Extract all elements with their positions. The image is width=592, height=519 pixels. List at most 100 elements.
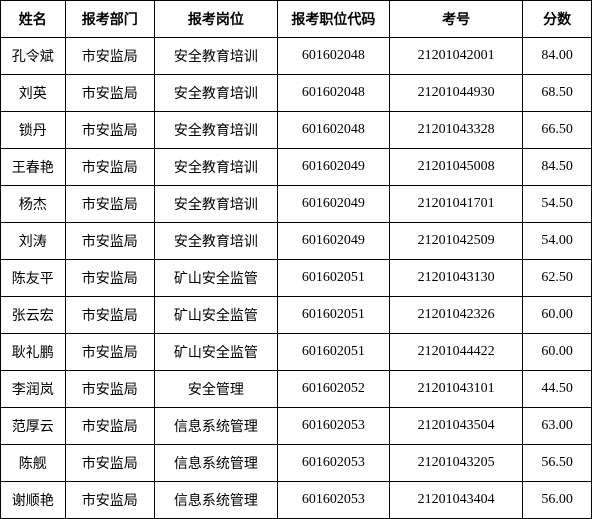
cell-pos: 安全教育培训 <box>154 75 277 112</box>
cell-name: 刘涛 <box>1 223 66 260</box>
col-header-pos: 报考岗位 <box>154 1 277 38</box>
cell-score: 68.50 <box>523 75 592 112</box>
cell-score: 56.00 <box>523 482 592 519</box>
cell-code: 601602051 <box>277 334 389 371</box>
cell-score: 84.50 <box>523 149 592 186</box>
cell-exam: 21201042001 <box>390 38 523 75</box>
cell-dept: 市安监局 <box>65 186 154 223</box>
cell-name: 耿礼鹏 <box>1 334 66 371</box>
table-header-row: 姓名 报考部门 报考岗位 报考职位代码 考号 分数 <box>1 1 592 38</box>
cell-code: 601602049 <box>277 186 389 223</box>
cell-exam: 21201043404 <box>390 482 523 519</box>
cell-pos: 信息系统管理 <box>154 445 277 482</box>
cell-dept: 市安监局 <box>65 38 154 75</box>
cell-name: 李润岚 <box>1 371 66 408</box>
cell-name: 范厚云 <box>1 408 66 445</box>
cell-dept: 市安监局 <box>65 482 154 519</box>
cell-code: 601602048 <box>277 38 389 75</box>
table-row: 谢顺艳市安监局信息系统管理6016020532120104340456.00 <box>1 482 592 519</box>
cell-name: 杨杰 <box>1 186 66 223</box>
cell-score: 60.00 <box>523 297 592 334</box>
cell-pos: 矿山安全监管 <box>154 334 277 371</box>
cell-exam: 21201043205 <box>390 445 523 482</box>
cell-dept: 市安监局 <box>65 445 154 482</box>
cell-name: 张云宏 <box>1 297 66 334</box>
cell-pos: 矿山安全监管 <box>154 297 277 334</box>
cell-exam: 21201043504 <box>390 408 523 445</box>
table-row: 刘英市安监局安全教育培训6016020482120104493068.50 <box>1 75 592 112</box>
exam-results-table: 姓名 报考部门 报考岗位 报考职位代码 考号 分数 孔令斌市安监局安全教育培训6… <box>0 0 592 519</box>
cell-dept: 市安监局 <box>65 260 154 297</box>
cell-pos: 安全管理 <box>154 371 277 408</box>
cell-dept: 市安监局 <box>65 371 154 408</box>
cell-name: 孔令斌 <box>1 38 66 75</box>
cell-name: 刘英 <box>1 75 66 112</box>
cell-name: 王春艳 <box>1 149 66 186</box>
table-row: 陈舰市安监局信息系统管理6016020532120104320556.50 <box>1 445 592 482</box>
cell-exam: 21201043328 <box>390 112 523 149</box>
table-row: 张云宏市安监局矿山安全监管6016020512120104232660.00 <box>1 297 592 334</box>
cell-pos: 信息系统管理 <box>154 408 277 445</box>
cell-exam: 21201043101 <box>390 371 523 408</box>
cell-exam: 21201043130 <box>390 260 523 297</box>
cell-exam: 21201045008 <box>390 149 523 186</box>
table-row: 锁丹市安监局安全教育培训6016020482120104332866.50 <box>1 112 592 149</box>
cell-score: 54.50 <box>523 186 592 223</box>
cell-exam: 21201044422 <box>390 334 523 371</box>
table-row: 耿礼鹏市安监局矿山安全监管6016020512120104442260.00 <box>1 334 592 371</box>
cell-score: 66.50 <box>523 112 592 149</box>
cell-code: 601602051 <box>277 260 389 297</box>
cell-dept: 市安监局 <box>65 223 154 260</box>
table-row: 李润岚市安监局安全管理6016020522120104310144.50 <box>1 371 592 408</box>
cell-dept: 市安监局 <box>65 334 154 371</box>
cell-score: 54.00 <box>523 223 592 260</box>
cell-code: 601602053 <box>277 445 389 482</box>
cell-code: 601602049 <box>277 149 389 186</box>
table-row: 孔令斌市安监局安全教育培训6016020482120104200184.00 <box>1 38 592 75</box>
table-row: 杨杰市安监局安全教育培训6016020492120104170154.50 <box>1 186 592 223</box>
col-header-score: 分数 <box>523 1 592 38</box>
cell-dept: 市安监局 <box>65 408 154 445</box>
col-header-name: 姓名 <box>1 1 66 38</box>
cell-exam: 21201042509 <box>390 223 523 260</box>
table-row: 王春艳市安监局安全教育培训6016020492120104500884.50 <box>1 149 592 186</box>
cell-score: 56.50 <box>523 445 592 482</box>
cell-dept: 市安监局 <box>65 75 154 112</box>
cell-score: 62.50 <box>523 260 592 297</box>
table-row: 陈友平市安监局矿山安全监管6016020512120104313062.50 <box>1 260 592 297</box>
cell-exam: 21201042326 <box>390 297 523 334</box>
cell-code: 601602052 <box>277 371 389 408</box>
cell-pos: 安全教育培训 <box>154 38 277 75</box>
cell-code: 601602048 <box>277 75 389 112</box>
col-header-dept: 报考部门 <box>65 1 154 38</box>
cell-name: 锁丹 <box>1 112 66 149</box>
cell-name: 陈舰 <box>1 445 66 482</box>
cell-pos: 安全教育培训 <box>154 186 277 223</box>
cell-name: 陈友平 <box>1 260 66 297</box>
cell-code: 601602049 <box>277 223 389 260</box>
cell-exam: 21201044930 <box>390 75 523 112</box>
cell-pos: 安全教育培训 <box>154 112 277 149</box>
table-row: 范厚云市安监局信息系统管理6016020532120104350463.00 <box>1 408 592 445</box>
cell-score: 44.50 <box>523 371 592 408</box>
cell-score: 84.00 <box>523 38 592 75</box>
cell-dept: 市安监局 <box>65 149 154 186</box>
cell-score: 63.00 <box>523 408 592 445</box>
cell-dept: 市安监局 <box>65 112 154 149</box>
cell-pos: 信息系统管理 <box>154 482 277 519</box>
cell-code: 601602048 <box>277 112 389 149</box>
table-row: 刘涛市安监局安全教育培训6016020492120104250954.00 <box>1 223 592 260</box>
cell-pos: 安全教育培训 <box>154 149 277 186</box>
cell-code: 601602053 <box>277 482 389 519</box>
cell-dept: 市安监局 <box>65 297 154 334</box>
col-header-exam: 考号 <box>390 1 523 38</box>
cell-pos: 安全教育培训 <box>154 223 277 260</box>
cell-pos: 矿山安全监管 <box>154 260 277 297</box>
cell-exam: 21201041701 <box>390 186 523 223</box>
col-header-code: 报考职位代码 <box>277 1 389 38</box>
cell-code: 601602051 <box>277 297 389 334</box>
table-body: 孔令斌市安监局安全教育培训6016020482120104200184.00刘英… <box>1 38 592 519</box>
cell-score: 60.00 <box>523 334 592 371</box>
cell-name: 谢顺艳 <box>1 482 66 519</box>
cell-code: 601602053 <box>277 408 389 445</box>
